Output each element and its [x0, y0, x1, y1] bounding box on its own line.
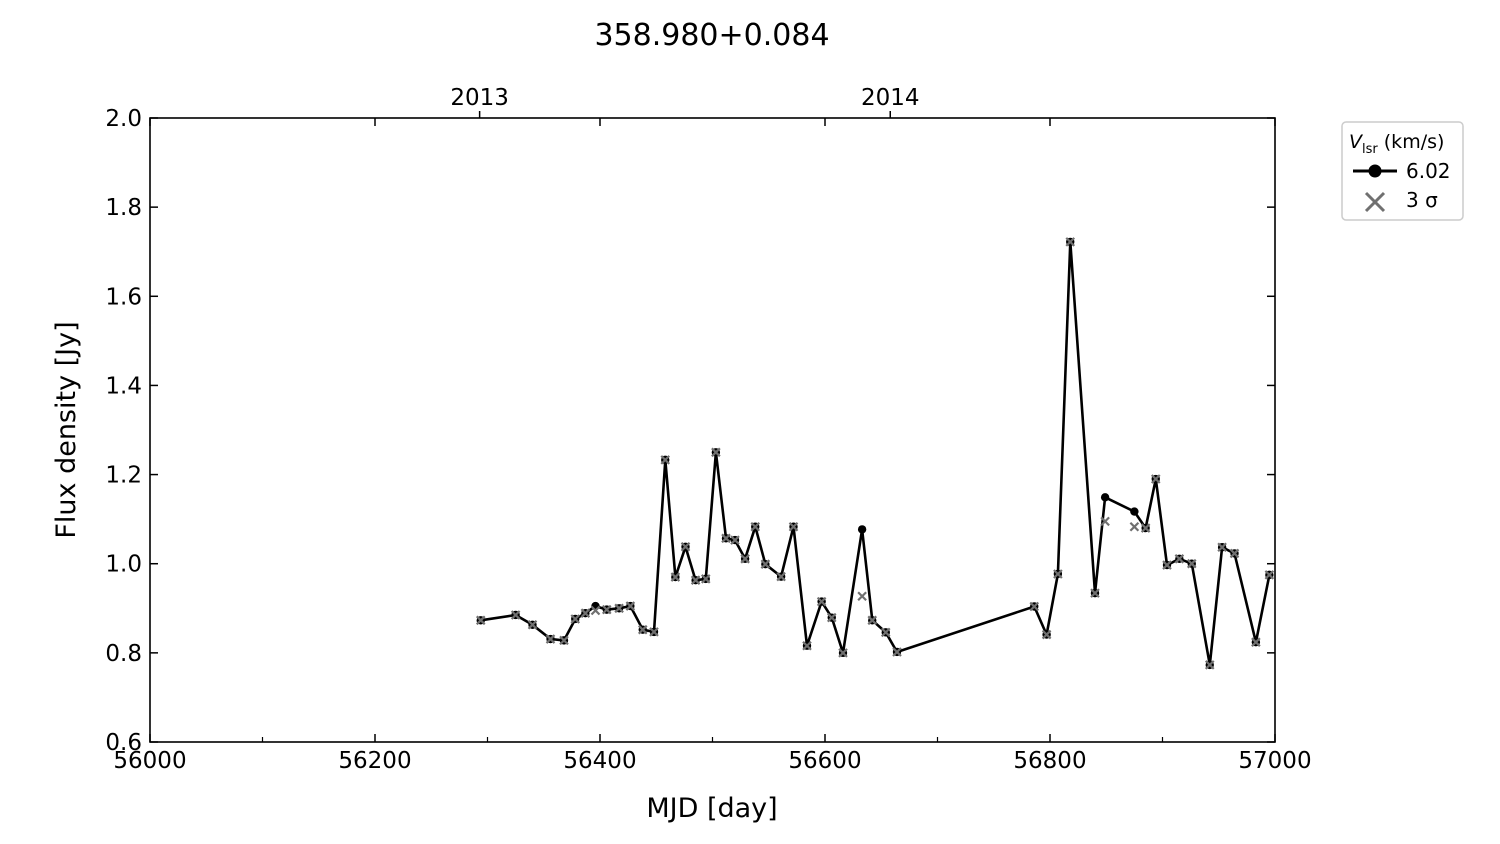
sigma-marker [601, 604, 612, 615]
sigma-marker [1041, 629, 1052, 640]
legend: Vlsr (km/s) 6.02 3 σ [1341, 121, 1464, 221]
sigma-marker [660, 455, 671, 465]
sigma-marker [1229, 548, 1240, 559]
sigma-marker [1029, 601, 1040, 612]
legend-title-sub: lsr [1362, 142, 1378, 157]
data-point [857, 525, 867, 534]
y-axis-label: Flux density [Jy] [51, 321, 82, 538]
legend-title: Vlsr (km/s) [1349, 131, 1444, 157]
sigma-marker [625, 601, 636, 611]
y-tick-label: 0.6 [105, 730, 142, 756]
chart-title: 358.980+0.084 [594, 18, 829, 53]
sigma-marker [802, 640, 812, 651]
sigma-marker [670, 572, 681, 582]
y-tick-label: 1.8 [105, 195, 142, 221]
tick-marks [149, 111, 1276, 743]
sigma-marker [590, 605, 601, 616]
sigma-marker [637, 624, 648, 635]
sigma-marker [1204, 660, 1215, 670]
y-tick-label: 0.8 [105, 641, 142, 667]
series-line [480, 240, 1271, 667]
legend-title-unit: (km/s) [1378, 131, 1445, 153]
sigma-marker [711, 447, 721, 458]
data-point [1100, 493, 1110, 502]
sigma-marker [1065, 237, 1076, 247]
sigma-marker [649, 627, 659, 637]
sigma-marker [740, 554, 750, 564]
sigma-marker [475, 615, 486, 626]
legend-circle-marker [1368, 164, 1382, 178]
sigma-marker [838, 648, 848, 658]
sigma-marker [570, 614, 581, 624]
sigma-marker [559, 635, 569, 646]
y-tick-label: 1.6 [105, 284, 142, 310]
sigma-marker [721, 533, 731, 544]
sigma-marker [527, 619, 538, 630]
sigma-marker [1150, 474, 1161, 484]
sigma-marker [690, 575, 701, 585]
y-tick-label: 1.4 [105, 373, 142, 399]
sigma-marker [826, 612, 837, 623]
year-label: 2013 [450, 85, 509, 111]
legend-frame [1341, 121, 1464, 221]
sigma-marker [545, 634, 556, 644]
y-tick-label: 1.0 [105, 552, 142, 578]
legend-entry-series-label: 6.02 [1406, 159, 1451, 183]
sigma-marker [1129, 521, 1140, 532]
legend-entry-sigma-label: 3 σ [1406, 188, 1438, 212]
sigma-marker [510, 610, 521, 620]
x-axis-label: MJD [day] [646, 793, 777, 824]
sigma-marker [1140, 523, 1151, 533]
series-layer [475, 237, 1275, 670]
sigma-marker [1162, 560, 1172, 570]
sigma-marker [1090, 588, 1100, 598]
sigma-marker [1217, 542, 1227, 553]
y-tick-label: 1.2 [105, 463, 142, 489]
sigma-marker [1174, 554, 1185, 564]
sigma-marker [1053, 569, 1063, 579]
sigma-marker [816, 596, 827, 607]
sigma-marker [867, 615, 878, 626]
sigma-marker [730, 535, 740, 545]
sigma-marker [680, 541, 691, 552]
data-point [1130, 507, 1139, 516]
tick-labels: 56000 56200 56400 56600 56800 57000 0.6 0.8 1.0 1… [105, 85, 1311, 774]
sigma-marker [700, 574, 711, 584]
axes-frame [149, 117, 1276, 743]
sigma-marker [760, 559, 771, 569]
x-tick-label: 56600 [788, 748, 861, 774]
plot-area: 56000 56200 56400 56600 56800 57000 0.6 0.8 1.0 1… [105, 85, 1311, 774]
x-tick-label: 56000 [113, 748, 186, 774]
legend-title-main: V [1349, 131, 1364, 153]
x-tick-label: 57000 [1238, 748, 1311, 774]
sigma-marker [857, 591, 867, 602]
sigma-marker [892, 647, 902, 657]
sigma-marker [880, 627, 891, 638]
x-tick-label: 56200 [338, 748, 411, 774]
sigma-marker [750, 521, 761, 532]
y-tick-label: 2.0 [105, 106, 142, 132]
x-tick-label: 56400 [563, 748, 636, 774]
sigma-marker [1251, 637, 1261, 647]
legend-x-marker [1364, 191, 1386, 213]
sigma-marker [1100, 516, 1110, 527]
sigma-marker [580, 608, 591, 618]
year-label: 2014 [861, 85, 920, 111]
sigma-marker [1264, 570, 1275, 580]
sigma-marker [614, 603, 624, 614]
x-tick-label: 56800 [1013, 748, 1086, 774]
sigma-marker [776, 571, 786, 582]
sigma-marker [1186, 558, 1197, 569]
sigma-marker [788, 521, 799, 532]
